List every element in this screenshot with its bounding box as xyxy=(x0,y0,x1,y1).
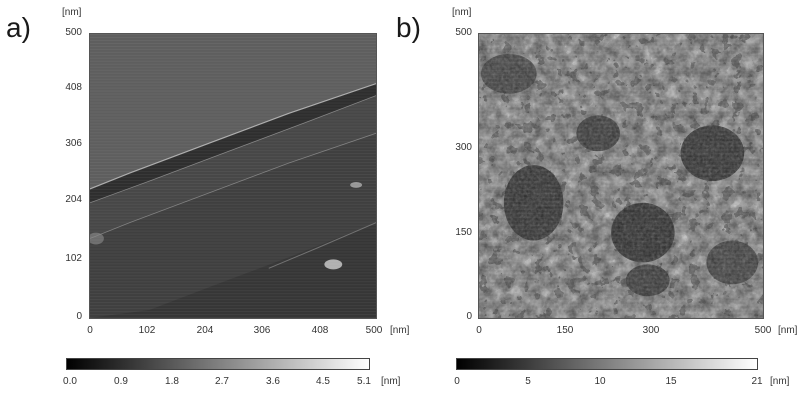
panel-a-y-tick: 306 xyxy=(65,138,82,149)
panel-b-x-tick: 300 xyxy=(642,325,660,336)
panel-b-x-tick: 500 xyxy=(754,325,772,336)
panel-b-y-tick: 300 xyxy=(455,142,472,153)
panel-b-colorbar-tick: 5 xyxy=(525,376,531,387)
afm-image-nanoparticles xyxy=(478,33,764,319)
panel-b-colorbar-tick: 0 xyxy=(454,376,460,387)
panel-a-x-tick: 102 xyxy=(138,325,156,336)
panel-b-y-unit: [nm] xyxy=(452,7,472,18)
panel-b-y-tick: 0 xyxy=(466,311,472,322)
panel-a-y-tick: 102 xyxy=(65,253,82,264)
panel-b-y-tick: 500 xyxy=(455,27,472,38)
panel-a-colorbar xyxy=(66,358,370,370)
panel-a-x-tick: 0 xyxy=(87,325,93,336)
panel-a-x-tick: 408 xyxy=(311,325,329,336)
panel-a-x-unit: [nm] xyxy=(390,325,410,336)
panel-a-y-tick: 0 xyxy=(76,311,82,322)
panel-b-colorbar-tick: 15 xyxy=(665,376,677,387)
panel-b-x-unit: [nm] xyxy=(778,325,798,336)
panel-b-colorbar-unit: [nm] xyxy=(770,376,790,387)
panel-a-x-tick: 500 xyxy=(365,325,383,336)
panel-b-x-tick: 0 xyxy=(476,325,482,336)
panel-a-colorbar-tick: 1.8 xyxy=(165,376,179,387)
panel-a-colorbar-tick: 5.1 xyxy=(357,376,371,387)
panel-a-y-tick: 204 xyxy=(65,194,82,205)
panel-a-y-tick: 408 xyxy=(65,82,82,93)
panel-a-y-tick: 500 xyxy=(65,27,82,38)
panel-b-x-tick: 150 xyxy=(556,325,574,336)
panel-a-colorbar-tick: 0.9 xyxy=(114,376,128,387)
panel-b-colorbar-tick: 10 xyxy=(594,376,606,387)
panel-a-y-unit: [nm] xyxy=(62,7,82,18)
panel-b-label: b) xyxy=(396,12,421,43)
panel-a-x-tick: 204 xyxy=(196,325,214,336)
panel-a-colorbar-tick: 3.6 xyxy=(266,376,280,387)
panel-b-colorbar xyxy=(456,358,758,370)
panel-b-y-tick: 150 xyxy=(455,227,472,238)
panel-a-colorbar-tick: 2.7 xyxy=(215,376,229,387)
panel-b-colorbar-tick: 21 xyxy=(751,376,763,387)
panel-a-colorbar-tick: 0.0 xyxy=(63,376,77,387)
panel-a-x-tick: 306 xyxy=(253,325,271,336)
panel-a-colorbar-unit: [nm] xyxy=(381,376,401,387)
panel-a-label: a) xyxy=(6,12,31,43)
panel-a-colorbar-tick: 4.5 xyxy=(316,376,330,387)
afm-image-terraces xyxy=(89,33,377,319)
